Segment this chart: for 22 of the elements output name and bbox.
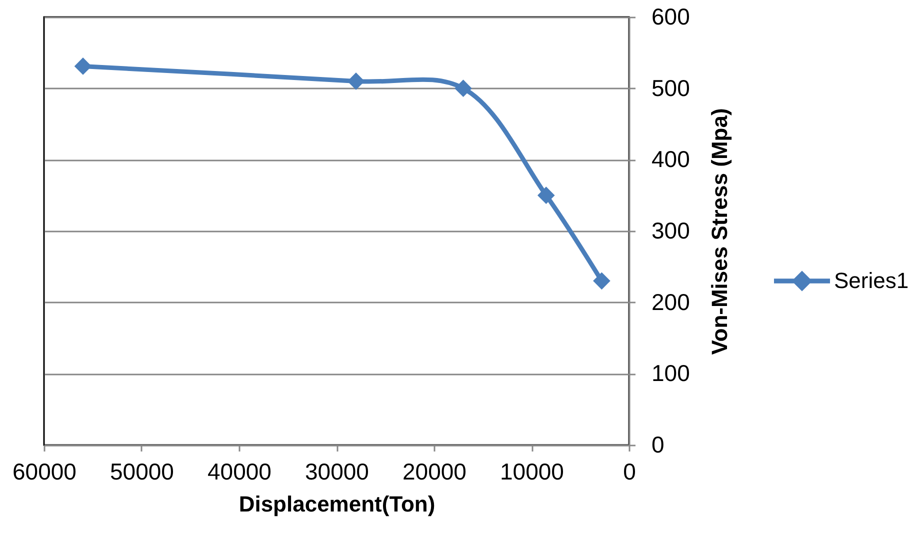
x-tick-label: 60000 [12, 458, 76, 484]
y-tick-label: 200 [652, 288, 690, 315]
x-tick-label: 50000 [110, 458, 174, 484]
y-tick-label: 300 [652, 218, 690, 244]
y-tick-label: 500 [652, 74, 690, 101]
x-tick-label: 10000 [500, 458, 564, 484]
x-axis-title: Displacement(Ton) [238, 492, 436, 516]
y-tick-label: 400 [652, 146, 690, 172]
point [347, 72, 365, 90]
x-tick-label: 0 [623, 458, 636, 484]
point [537, 186, 555, 204]
y-tick-label: 600 [652, 4, 690, 30]
x-tick-label: 40000 [208, 458, 272, 484]
x-tick-label: 30000 [305, 458, 369, 484]
y-tick-label: 100 [652, 360, 690, 386]
y-tick-label: 0 [652, 432, 664, 458]
y-axis-title: Von-Mises Stress (Mpa) [706, 108, 732, 355]
point [454, 80, 472, 97]
point [593, 272, 610, 290]
legend-label: Series1 [834, 268, 909, 293]
x-tick-label: 20000 [402, 458, 466, 484]
point [74, 58, 92, 75]
